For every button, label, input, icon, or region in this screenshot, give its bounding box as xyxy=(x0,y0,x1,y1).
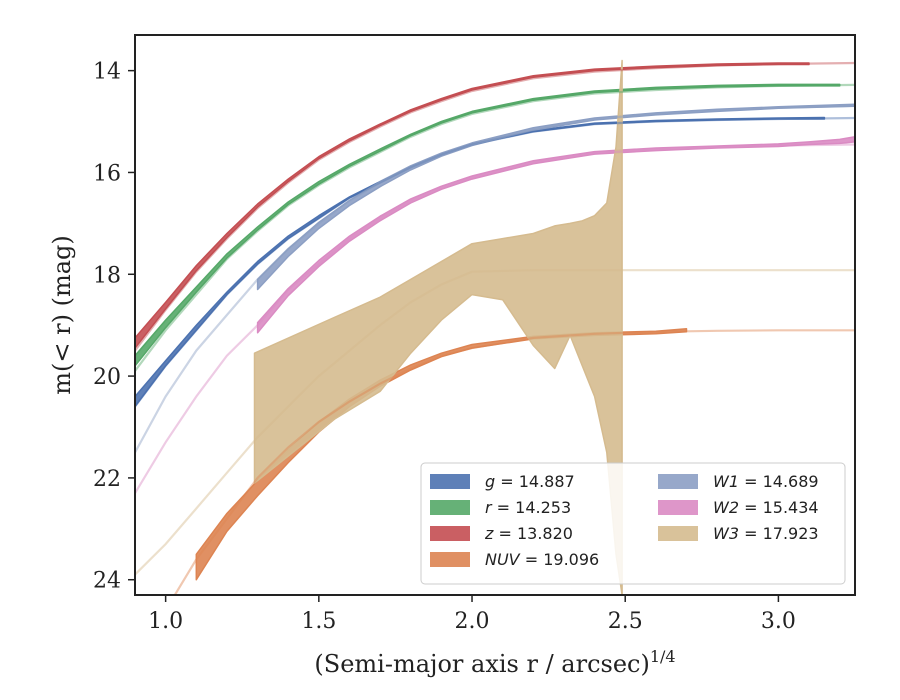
legend-value: 14.887 xyxy=(519,472,575,491)
x-tick-label: 3.0 xyxy=(761,609,796,634)
legend-swatch xyxy=(658,526,698,541)
legend-item-nuv: NUV = 19.096 xyxy=(430,550,599,569)
legend-variable: W3 xyxy=(713,524,739,543)
legend-label: r = 14.253 xyxy=(485,498,571,517)
legend: g = 14.887 r = 14.253 z = 13.820 NUV = 19.0… xyxy=(420,462,846,585)
legend-label: g = 14.887 xyxy=(485,472,575,491)
legend-equals: = xyxy=(495,472,519,491)
y-axis-label: m(< r) (mag) xyxy=(48,235,76,394)
profile-band-w2 xyxy=(256,136,855,334)
legend-label: W1 = 14.689 xyxy=(713,472,819,491)
legend-equals: = xyxy=(739,498,763,517)
legend-item-w1: W1 = 14.689 xyxy=(658,472,819,491)
legend-value: 15.434 xyxy=(763,498,819,517)
x-tick-label: 2.0 xyxy=(455,609,490,634)
legend-item-w3: W3 = 17.923 xyxy=(658,524,819,543)
legend-variable: g xyxy=(485,472,495,491)
x-axis-label-exponent: 1/4 xyxy=(650,647,676,666)
legend-box xyxy=(420,462,846,585)
plot-frame xyxy=(134,34,856,596)
legend-item-w2: W2 = 15.434 xyxy=(658,498,819,517)
legend-equals: = xyxy=(739,524,763,543)
model-curve-w2 xyxy=(135,143,855,494)
model-curves xyxy=(135,61,855,595)
legend-value: 13.820 xyxy=(517,524,573,543)
legend-equals: = xyxy=(493,524,517,543)
legend-value: 14.253 xyxy=(515,498,571,517)
legend-value: 19.096 xyxy=(543,550,599,569)
legend-label: W2 = 15.434 xyxy=(713,498,819,517)
legend-variable: NUV xyxy=(485,550,521,569)
model-curve-w1 xyxy=(135,104,855,454)
legend-label: NUV = 19.096 xyxy=(485,550,599,569)
legend-value: 14.689 xyxy=(763,472,819,491)
legend-equals: = xyxy=(520,550,544,569)
profile-band-g xyxy=(135,116,826,408)
legend-swatch xyxy=(658,500,698,515)
profile-band-z xyxy=(135,62,810,349)
y-tick-label: 16 xyxy=(93,161,121,186)
y-tick-label: 22 xyxy=(93,467,121,492)
legend-variable: W2 xyxy=(713,498,739,517)
legend-value: 17.923 xyxy=(763,524,819,543)
legend-label: z = 13.820 xyxy=(484,524,573,543)
model-curve-w3 xyxy=(135,269,855,576)
profile-band-w3 xyxy=(253,59,623,595)
model-curve-z xyxy=(135,61,855,352)
error-bands xyxy=(135,59,855,595)
legend-swatch xyxy=(658,474,698,489)
model-curve-nuv xyxy=(173,329,855,595)
legend-label: W3 = 17.923 xyxy=(713,524,819,543)
legend-item-r: r = 14.253 xyxy=(430,498,571,517)
profile-band-r xyxy=(135,83,841,367)
x-tick-label: 2.5 xyxy=(608,609,643,634)
y-tick-label: 24 xyxy=(93,569,121,594)
x-axis-label: (Semi-major axis r / arcsec)1/4 xyxy=(314,647,675,678)
x-axis-label-main: (Semi-major axis r / arcsec) xyxy=(314,650,649,678)
legend-item-g: g = 14.887 xyxy=(430,472,575,491)
x-tick-label: 1.5 xyxy=(301,609,336,634)
legend-equals: = xyxy=(739,472,763,491)
legend-variable: z xyxy=(484,524,494,543)
legend-swatch xyxy=(430,552,470,567)
legend-swatch xyxy=(430,474,470,489)
y-tick-label: 18 xyxy=(93,263,121,288)
y-axis-ticks: 14 16 18 20 22 24 xyxy=(93,60,135,594)
legend-item-z: z = 13.820 xyxy=(430,524,573,543)
x-axis-ticks: 1.0 1.5 2.0 2.5 3.0 xyxy=(148,595,796,634)
legend-swatch xyxy=(430,500,470,515)
profile-band-w1 xyxy=(256,103,855,291)
x-tick-label: 1.0 xyxy=(148,609,183,634)
legend-variable: W1 xyxy=(713,472,739,491)
legend-swatch xyxy=(430,526,470,541)
legend-equals: = xyxy=(492,498,516,517)
y-tick-label: 14 xyxy=(93,60,121,85)
model-curve-r xyxy=(135,83,855,372)
model-curve-g xyxy=(135,116,855,408)
y-tick-label: 20 xyxy=(93,365,121,390)
legend-variable: r xyxy=(485,498,493,517)
